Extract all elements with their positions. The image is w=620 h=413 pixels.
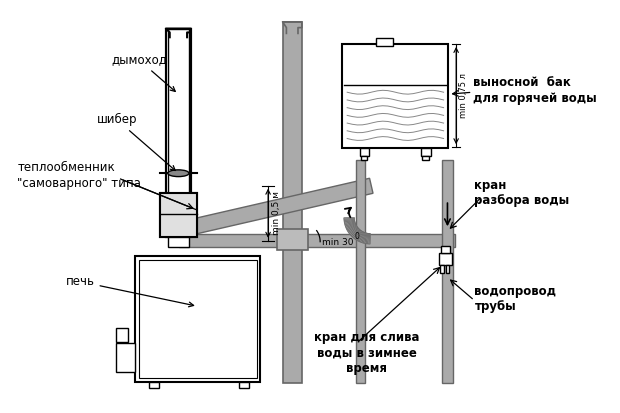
Bar <box>135 256 260 382</box>
Bar <box>239 382 249 388</box>
Bar <box>166 28 191 237</box>
Text: разбора воды: разбора воды <box>474 194 570 207</box>
Polygon shape <box>368 233 370 244</box>
Bar <box>139 260 257 377</box>
Bar <box>168 28 189 192</box>
Polygon shape <box>345 223 356 227</box>
Bar <box>160 192 197 237</box>
Text: min 0,5 м: min 0,5 м <box>272 191 281 235</box>
Bar <box>439 253 452 265</box>
Bar <box>376 38 394 46</box>
Text: шибер: шибер <box>97 113 175 171</box>
Bar <box>283 22 302 383</box>
Polygon shape <box>179 235 455 247</box>
Bar <box>168 237 189 247</box>
Polygon shape <box>350 228 359 236</box>
Bar <box>342 44 448 148</box>
Text: для горячей воды: для горячей воды <box>472 92 596 105</box>
Text: выносной  бак: выносной бак <box>472 76 570 90</box>
Polygon shape <box>355 230 361 240</box>
Text: кран для слива: кран для слива <box>314 331 419 344</box>
Text: воды в зимнее: воды в зимнее <box>317 347 417 359</box>
Bar <box>422 156 429 160</box>
Polygon shape <box>344 218 355 220</box>
Polygon shape <box>353 230 361 239</box>
Polygon shape <box>363 233 367 243</box>
Polygon shape <box>360 232 365 242</box>
Bar <box>361 156 368 160</box>
Polygon shape <box>366 233 369 244</box>
Polygon shape <box>358 232 364 242</box>
Text: "самоварного" типа: "самоварного" типа <box>17 177 141 190</box>
Bar <box>160 192 197 237</box>
Polygon shape <box>347 225 356 231</box>
Polygon shape <box>348 225 357 233</box>
Bar <box>422 148 431 156</box>
Text: дымоход: дымоход <box>111 53 175 91</box>
Polygon shape <box>189 178 373 235</box>
Text: min 0,75 л: min 0,75 л <box>459 73 468 118</box>
Bar <box>149 382 159 388</box>
Bar <box>166 28 191 237</box>
Polygon shape <box>345 222 355 226</box>
Bar <box>440 265 443 273</box>
Polygon shape <box>362 233 366 243</box>
Polygon shape <box>351 228 360 237</box>
Bar <box>344 85 446 146</box>
Bar <box>441 246 450 253</box>
Polygon shape <box>344 220 355 223</box>
Polygon shape <box>344 219 355 222</box>
Polygon shape <box>346 223 356 228</box>
Bar <box>116 343 135 372</box>
Bar <box>277 229 308 250</box>
Text: трубы: трубы <box>474 300 516 313</box>
Text: время: время <box>346 362 387 375</box>
Bar <box>441 160 453 383</box>
Text: печь: печь <box>66 275 193 307</box>
Bar <box>356 160 366 383</box>
Bar <box>116 328 128 342</box>
Polygon shape <box>356 231 363 241</box>
Text: 0: 0 <box>355 233 360 241</box>
Text: теплообменник: теплообменник <box>17 161 115 174</box>
Polygon shape <box>349 227 358 235</box>
Polygon shape <box>355 231 362 240</box>
Bar <box>360 148 370 156</box>
Polygon shape <box>344 218 355 219</box>
Text: min 30: min 30 <box>322 238 353 247</box>
Polygon shape <box>369 233 371 244</box>
Polygon shape <box>361 233 365 243</box>
Polygon shape <box>347 224 356 230</box>
Ellipse shape <box>168 170 189 177</box>
Polygon shape <box>348 226 358 233</box>
Polygon shape <box>345 221 355 225</box>
Bar <box>446 265 450 273</box>
Text: водопровод: водопровод <box>474 285 557 298</box>
Polygon shape <box>352 229 360 238</box>
Text: кран: кран <box>474 179 507 192</box>
Polygon shape <box>365 233 368 244</box>
